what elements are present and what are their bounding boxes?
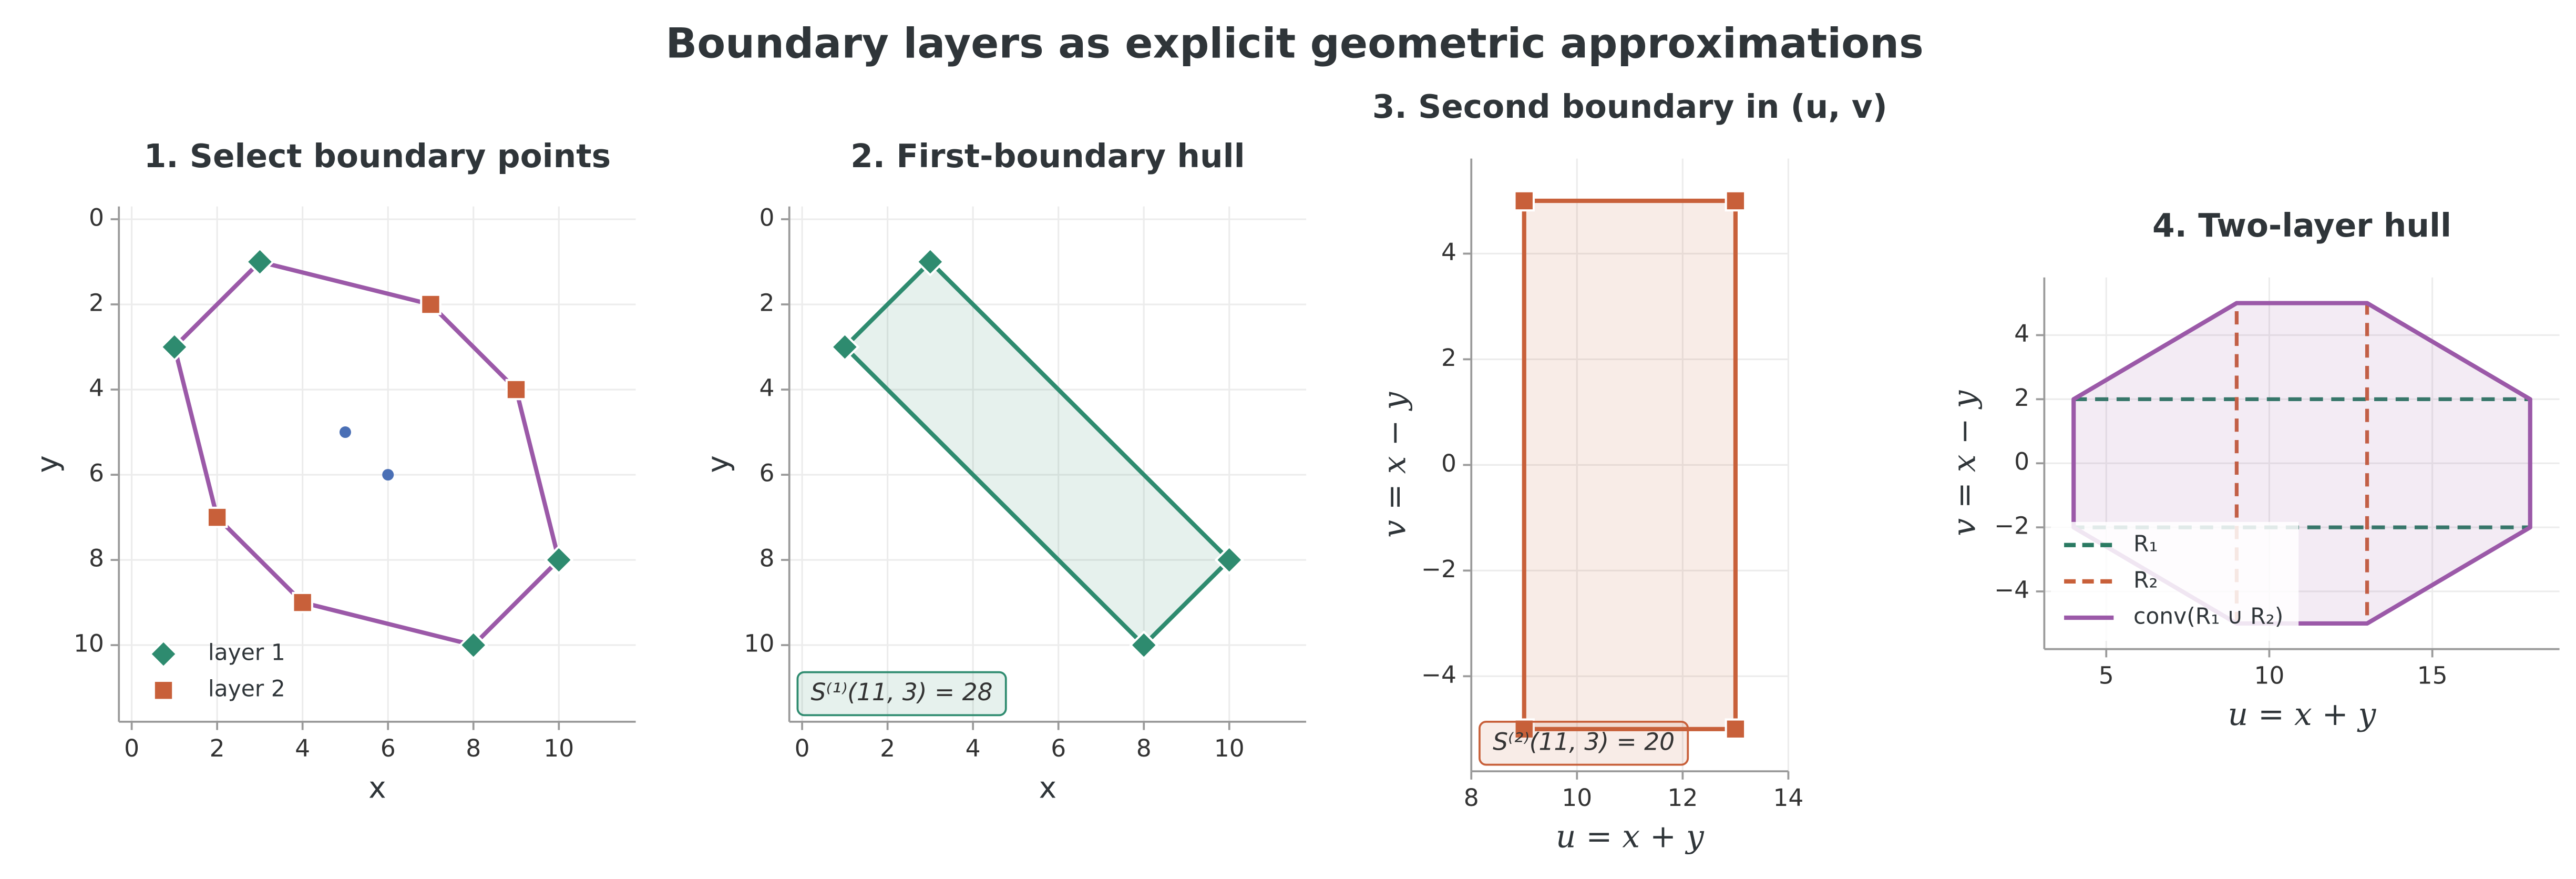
y-tick-label: 4 — [759, 374, 774, 402]
diamond-marker — [544, 545, 574, 575]
square-marker — [206, 506, 228, 528]
legend-label: layer 2 — [208, 677, 285, 702]
y-tick-label: −2 — [1994, 512, 2029, 540]
panel-title: 2. First-boundary hull — [850, 138, 1245, 175]
square-marker — [505, 379, 527, 401]
y-tick-label: 8 — [759, 545, 774, 573]
diamond-marker — [830, 332, 860, 362]
x-tick-label: 2 — [210, 734, 225, 762]
x-tick-label: 14 — [1773, 784, 1803, 812]
y-tick-label: 6 — [759, 459, 774, 487]
y-tick-label: 4 — [1441, 238, 1456, 266]
y-tick-label: 0 — [759, 204, 774, 232]
square-marker — [1513, 190, 1535, 212]
y-tick-label: 8 — [89, 545, 104, 573]
y-tick-label: 4 — [89, 374, 104, 402]
x-tick-label: 0 — [795, 734, 810, 762]
x-tick-label: 10 — [1562, 784, 1592, 812]
y-axis-label: y — [31, 455, 65, 473]
x-tick-label: 10 — [2254, 662, 2284, 690]
annotation: S⁽¹⁾(11, 3) = 28 — [796, 671, 1007, 717]
legend-label: layer 1 — [208, 640, 285, 666]
legend-label: R₂ — [2133, 567, 2158, 593]
y-tick-label: 2 — [89, 289, 104, 317]
y-axis-label: v = x − y — [1377, 392, 1413, 538]
x-axis-label: u = x + y — [1556, 819, 1705, 855]
y-tick-label: 2 — [1441, 344, 1456, 372]
x-axis-label: u = x + y — [2228, 697, 2377, 733]
square-marker — [1725, 718, 1747, 740]
hull-area — [1522, 198, 1738, 731]
x-tick-label: 12 — [1667, 784, 1698, 812]
y-tick-label: 6 — [89, 459, 104, 487]
circle-marker — [339, 426, 351, 438]
square-marker — [420, 293, 442, 315]
legend-swatch — [152, 679, 175, 701]
panel-title: 3. Second boundary in (u, v) — [1372, 88, 1887, 126]
x-tick-label: 10 — [1214, 734, 1245, 762]
x-tick-label: 4 — [295, 734, 310, 762]
x-tick-label: 8 — [1464, 784, 1479, 812]
panel-title: 4. Two-layer hull — [2152, 207, 2451, 244]
diamond-marker — [159, 332, 189, 362]
legend-swatch — [149, 639, 179, 669]
diamond-marker — [245, 247, 275, 277]
y-tick-label: −4 — [1994, 576, 2029, 604]
panel-title: 1. Select boundary points — [144, 138, 611, 175]
x-tick-label: 15 — [2417, 662, 2448, 690]
x-tick-label: 8 — [1136, 734, 1152, 762]
x-axis-label: x — [1039, 771, 1056, 805]
annotation-box — [796, 671, 1007, 717]
x-tick-label: 0 — [124, 734, 139, 762]
legend-label: conv(R₁ ∪ R₂) — [2133, 604, 2283, 629]
x-tick-label: 2 — [880, 734, 895, 762]
diamond-marker — [458, 630, 488, 660]
y-tick-label: 2 — [2014, 384, 2029, 412]
square-marker — [292, 591, 313, 614]
circle-marker — [382, 469, 394, 481]
annotation-text: S⁽¹⁾(11, 3) = 28 — [811, 678, 993, 706]
y-tick-label: 4 — [2014, 320, 2029, 347]
y-tick-label: 0 — [1441, 449, 1456, 477]
figure-title: Boundary layers as explicit geometric ap… — [665, 19, 1923, 67]
x-tick-label: 5 — [2099, 662, 2114, 690]
annotation: S⁽²⁾(11, 3) = 20 — [1479, 721, 1689, 766]
y-tick-label: 10 — [74, 630, 104, 658]
square-marker — [1725, 190, 1747, 212]
x-tick-label: 10 — [543, 734, 574, 762]
diamond-marker — [915, 247, 945, 277]
x-tick-label: 6 — [381, 734, 396, 762]
legend-label: R₁ — [2133, 531, 2158, 557]
x-tick-label: 4 — [966, 734, 981, 762]
x-axis-label: x — [368, 771, 386, 805]
annotation-text: S⁽²⁾(11, 3) = 20 — [1493, 728, 1675, 755]
y-tick-label: 0 — [2014, 448, 2029, 476]
diamond-marker — [1214, 545, 1244, 575]
y-tick-label: 0 — [89, 204, 104, 232]
annotation-box — [1479, 721, 1689, 766]
x-tick-label: 8 — [466, 734, 481, 762]
y-tick-label: 10 — [744, 630, 774, 658]
y-tick-label: −2 — [1421, 555, 1456, 583]
diamond-marker — [1129, 630, 1159, 660]
y-tick-label: 2 — [759, 289, 774, 317]
x-tick-label: 6 — [1051, 734, 1066, 762]
y-axis-label: v = x − y — [1946, 390, 1983, 536]
y-axis-label: y — [701, 455, 735, 473]
y-tick-label: −4 — [1421, 661, 1456, 689]
